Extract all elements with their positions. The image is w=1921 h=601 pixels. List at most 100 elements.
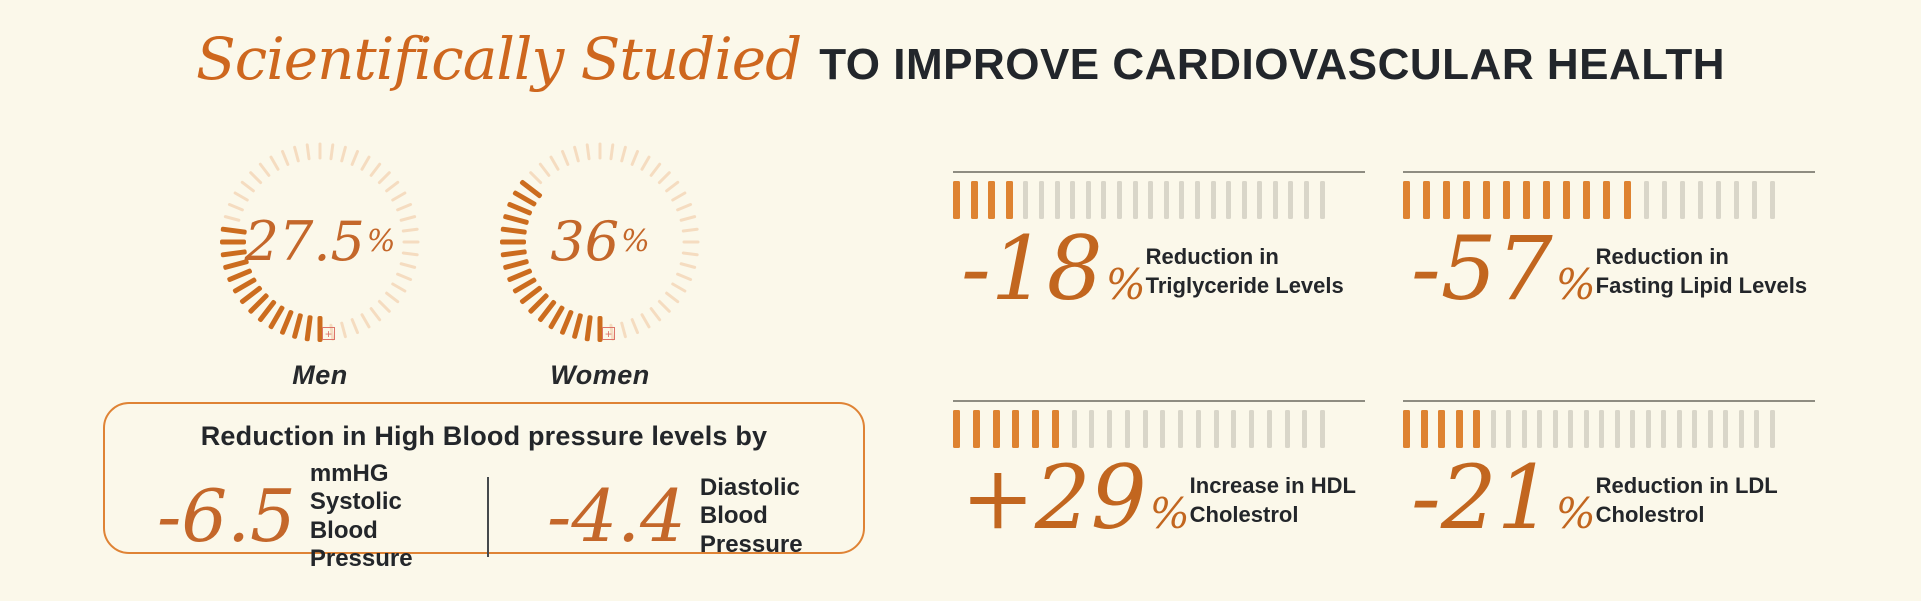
stat-bar-empty: [1071, 410, 1077, 448]
stat-bar-empty: [1213, 410, 1219, 448]
stat-bar-filled: [1503, 181, 1511, 219]
stat-bar-filled: [1403, 181, 1410, 219]
stat-bar-empty: [1249, 410, 1254, 448]
stat-bar-empty: [1178, 410, 1183, 448]
gauge-women-value: 36%: [550, 210, 650, 273]
stat-bar-empty: [1231, 410, 1237, 448]
blood-pressure-heading: Reduction in High Blood pressure levels …: [200, 421, 768, 451]
stat-bar-empty: [1521, 410, 1527, 448]
stat-bar-empty: [1023, 181, 1029, 219]
stat-bar-filled: [1032, 410, 1039, 448]
stat-bar-empty: [1179, 181, 1185, 219]
stat-bar-empty: [1194, 181, 1200, 219]
stat-bar-filled: [1443, 181, 1451, 219]
stat-bar-filled: [1523, 181, 1531, 219]
stat-bar-filled: [1623, 181, 1631, 219]
stat-bar-filled: [1438, 410, 1446, 448]
stat-bar-empty: [1614, 410, 1620, 448]
stat-fasting-lipid: -57% Reduction in Fasting Lipid Levels: [1403, 171, 1818, 320]
systolic-value: -6.5: [157, 474, 296, 559]
gauge-men-value: 27.5%: [244, 210, 396, 273]
stat-bar-filled: [988, 181, 996, 219]
stat-bar-empty: [1241, 181, 1247, 219]
stat-bar-filled: [953, 410, 960, 448]
stat-bar-empty: [1124, 410, 1130, 448]
stat-rule: [953, 171, 1365, 173]
stat-bar-empty: [1210, 181, 1216, 219]
stat-bar-empty: [1568, 410, 1574, 448]
stat-bar-empty: [1676, 410, 1682, 448]
stat-bar-empty: [1070, 181, 1076, 219]
stat-bar-empty: [1101, 181, 1107, 219]
stat-bar-empty: [1506, 410, 1512, 448]
stat-bar-empty: [1645, 410, 1651, 448]
stat-triglyceride-value: -18%: [961, 217, 1146, 320]
stat-bar-filled: [1005, 181, 1013, 219]
stat-bar-empty: [1738, 410, 1744, 448]
systolic-stat: -6.5 mmHG Systolic Blood Pressure: [157, 460, 487, 573]
stat-bar-empty: [1148, 181, 1154, 219]
stat-bar-empty: [1715, 181, 1721, 219]
title-main-text: TO IMPROVE CARDIOVASCULAR HEALTH: [819, 40, 1725, 89]
stat-bar-empty: [1226, 181, 1232, 219]
stat-bar-empty: [1733, 181, 1739, 219]
stat-bar-empty: [1320, 410, 1325, 448]
broken-image-icon: +: [322, 327, 335, 340]
stat-bar-empty: [1284, 410, 1290, 448]
stat-bar-empty: [1266, 410, 1272, 448]
stat-bar-empty: [1116, 181, 1122, 219]
stat-bar-empty: [1769, 181, 1775, 219]
stat-rule: [953, 400, 1365, 402]
stat-fasting-lipid-bars: [1403, 181, 1775, 219]
stat-ldl-label: Reduction in LDL Cholestrol: [1595, 473, 1778, 527]
stat-hdl-value: +29%: [961, 446, 1190, 549]
title-script-text: Scientifically Studied: [195, 25, 802, 93]
stat-bar-filled: [1455, 410, 1463, 448]
stat-bar-filled: [1483, 181, 1491, 219]
stat-bar-filled: [992, 410, 1000, 448]
gauge-men-label: Men: [292, 360, 348, 390]
stat-bar-filled: [1403, 410, 1410, 448]
stat-bar-empty: [1661, 181, 1667, 219]
broken-image-icon: +: [602, 327, 615, 340]
stat-bar-filled: [1603, 181, 1611, 219]
blood-pressure-box: Reduction in High Blood pressure levels …: [103, 402, 865, 572]
stat-bar-filled: [1463, 181, 1471, 219]
stat-ldl-bars: [1403, 410, 1775, 448]
stat-bar-empty: [1552, 410, 1558, 448]
gauge-women: 36% + Women: [490, 132, 710, 391]
divider: [487, 476, 490, 557]
stat-bar-filled: [1051, 410, 1059, 448]
stat-bar-empty: [1054, 181, 1060, 219]
stat-bar-filled: [1563, 181, 1571, 219]
stat-bar-empty: [1599, 410, 1605, 448]
stat-bar-empty: [1769, 410, 1775, 448]
stat-ldl-value: -21%: [1411, 446, 1596, 549]
stat-bar-empty: [1132, 181, 1138, 219]
stat-bar-empty: [1038, 181, 1044, 219]
stat-bar-empty: [1692, 410, 1698, 448]
stat-bar-empty: [1302, 410, 1308, 448]
stat-bar-filled: [1473, 410, 1481, 448]
gauge-tick-empty: [318, 142, 322, 160]
diastolic-label: Diastolic Blood Pressure: [699, 474, 803, 558]
stat-bar-empty: [1723, 410, 1729, 448]
stat-hdl-bars: [953, 410, 1325, 448]
gauge-men: 27.5% + Men: [210, 132, 430, 391]
stat-bar-empty: [1490, 410, 1496, 448]
stat-bar-empty: [1272, 181, 1278, 219]
gauge-women-dial: 36% +: [490, 132, 710, 352]
stat-bar-filled: [1543, 181, 1551, 219]
stat-bar-empty: [1160, 410, 1166, 448]
systolic-label: mmHG Systolic Blood Pressure: [309, 460, 413, 572]
stat-triglyceride-bars: [953, 181, 1325, 219]
stat-bar-empty: [1679, 181, 1685, 219]
stat-bar-empty: [1754, 410, 1760, 448]
stat-bar-empty: [1089, 410, 1095, 448]
stat-triglyceride-label: Reduction in Triglyceride Levels: [1145, 244, 1344, 298]
stat-bar-empty: [1142, 410, 1148, 448]
stat-bar-empty: [1257, 181, 1263, 219]
stat-bar-empty: [1707, 410, 1713, 448]
stat-fasting-lipid-value: -57%: [1411, 217, 1596, 320]
